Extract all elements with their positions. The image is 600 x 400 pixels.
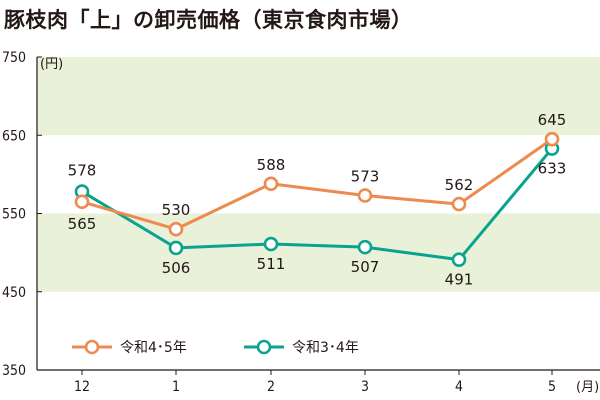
data-point: [168, 221, 184, 237]
y-tick-label: 350: [2, 363, 26, 379]
legend-label: 令和3･4年: [292, 340, 359, 356]
data-point: [451, 196, 467, 212]
background-bands: [37, 57, 600, 292]
data-labels: 565 530 588 573 562 645 578 506 511 507 491 633: [68, 111, 567, 289]
y-tick-label: 650: [2, 128, 26, 144]
legend-marker: [256, 339, 272, 355]
data-point: [263, 176, 279, 192]
y-tick-label: 450: [2, 285, 26, 301]
chart-title: 豚枝肉「上」の卸売価格（東京食肉市場）: [4, 8, 413, 32]
data-label: 511: [257, 255, 286, 273]
data-label: 565: [68, 215, 97, 233]
legend-marker: [84, 339, 100, 355]
data-series: [74, 131, 560, 267]
series-line: [81, 147, 554, 262]
data-point: [168, 240, 184, 256]
data-point: [357, 188, 373, 203]
x-axis-ticks: 12 1 2 3 4 5 (月): [74, 370, 599, 395]
data-label: 562: [445, 176, 474, 194]
x-tick-label: 12: [74, 379, 90, 395]
data-label: 588: [257, 156, 286, 174]
data-point: [451, 252, 467, 267]
y-unit-label: (円): [40, 57, 63, 72]
y-tick-label: 550: [2, 207, 26, 223]
data-label: 645: [538, 111, 567, 129]
data-point: [544, 131, 560, 147]
data-label: 507: [351, 258, 380, 276]
x-tick-label: 3: [361, 379, 369, 395]
x-tick-label: 4: [455, 379, 463, 395]
data-label: 573: [351, 168, 380, 186]
data-label: 578: [68, 162, 97, 180]
grid-band-1: [37, 213, 600, 292]
chart-legend: 令和4･5年 令和3･4年: [72, 339, 359, 356]
data-point: [74, 194, 90, 210]
y-axis-ticks: 750 650 550 450 350 (円): [2, 50, 63, 379]
data-label: 530: [162, 201, 191, 219]
data-label: 633: [538, 160, 567, 178]
x-tick-label: 5: [548, 379, 556, 395]
data-label: 491: [445, 271, 474, 289]
y-tick-label: 750: [2, 50, 26, 66]
data-point: [263, 236, 279, 252]
legend-label: 令和4･5年: [120, 340, 187, 356]
x-unit-label: (月): [576, 380, 599, 395]
data-point: [357, 239, 373, 255]
series-line: [81, 137, 553, 231]
grid-band-0: [37, 57, 600, 136]
x-tick-label: 2: [267, 379, 275, 395]
x-tick-label: 1: [172, 379, 180, 395]
data-label: 506: [162, 259, 191, 277]
